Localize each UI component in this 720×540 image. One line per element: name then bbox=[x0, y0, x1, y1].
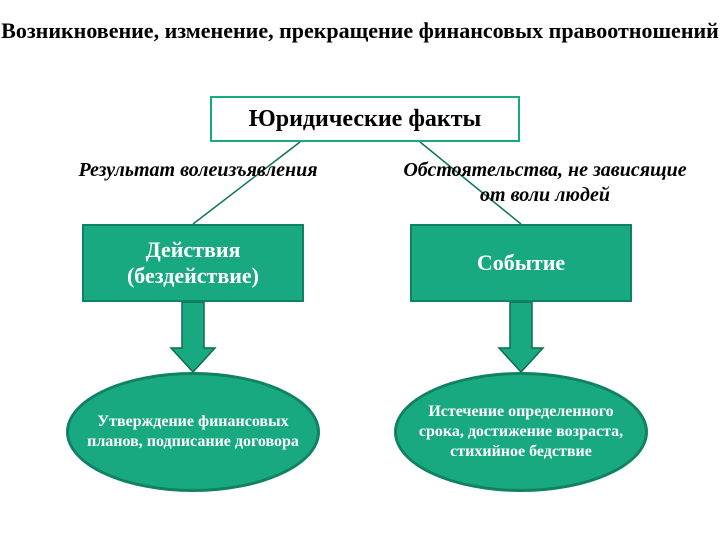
branch-label-left: Результат волеизъявления bbox=[48, 158, 348, 183]
leaf-ellipse-left: Утверждение финансовых планов, подписани… bbox=[66, 372, 320, 492]
branch-box-right: Событие bbox=[410, 224, 632, 302]
root-box-text: Юридические факты bbox=[249, 105, 482, 134]
branch-box-left: Действия (бездействие) bbox=[82, 224, 304, 302]
branch-right-text: Событие bbox=[477, 250, 565, 276]
root-box: Юридические факты bbox=[210, 96, 520, 142]
ellipse-left-text: Утверждение финансовых планов, подписани… bbox=[87, 412, 299, 452]
leaf-ellipse-right: Истечение определенного срока, достижени… bbox=[394, 372, 648, 492]
branch-label-right: Обстоятельства, не зависящие от воли люд… bbox=[400, 158, 690, 208]
branch-left-text: Действия (бездействие) bbox=[92, 237, 294, 290]
ellipse-right-text: Истечение определенного срока, достижени… bbox=[415, 402, 627, 462]
diagram-title: Возникновение, изменение, прекращение фи… bbox=[0, 18, 720, 44]
